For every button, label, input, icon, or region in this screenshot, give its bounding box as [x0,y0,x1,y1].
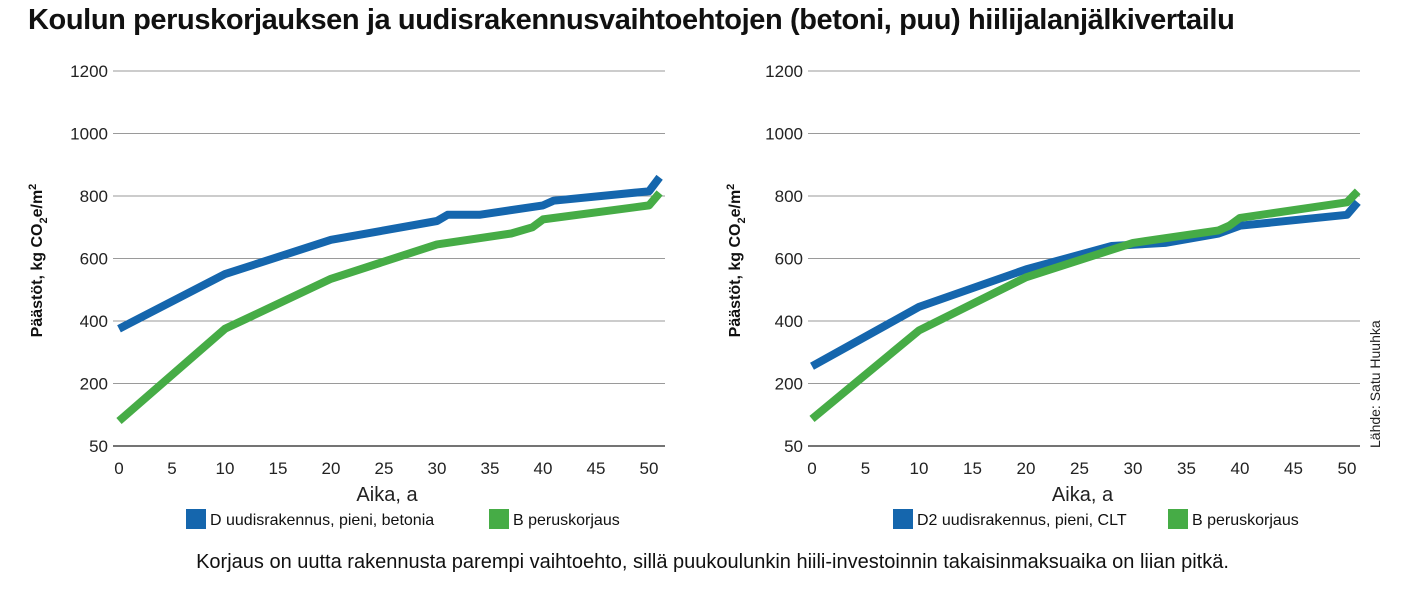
x-tick-label: 25 [1070,459,1089,478]
x-tick-label: 20 [322,459,341,478]
x-tick-label: 50 [640,459,659,478]
x-tick-label: 50 [1338,459,1357,478]
y-tick-label: 800 [80,187,108,206]
y-axis-title: Päästöt, kg CO2e/m2 [725,184,748,338]
right-chart: 50 200 400 600 800 1000 1200 0 5 10 15 20 25 30 35 40 45… [725,62,1361,529]
source-note: Lähde: Satu Huuhka [1367,320,1383,448]
x-tick-label: 20 [1017,459,1036,478]
x-tick-label: 15 [269,459,288,478]
legend-swatch [893,509,913,529]
x-axis-title: Aika, a [1052,484,1114,506]
y-tick-label: 1000 [70,125,108,144]
series-line-blue [117,174,663,333]
y-tick-label: 400 [80,312,108,331]
caption: Korjaus on uutta rakennusta parempi vaih… [196,551,1229,573]
y-tick-label: 1200 [765,62,803,81]
x-tick-label: 5 [861,459,870,478]
y-tick-label: 1200 [70,62,108,81]
x-tick-label: 0 [807,459,816,478]
y-tick-label: 200 [775,375,803,394]
y-tick-label: 600 [775,250,803,269]
legend-swatch [489,509,509,529]
legend-swatch [1168,509,1188,529]
x-tick-label: 40 [1231,459,1250,478]
y-tick-label: 800 [775,187,803,206]
y-axis-title: Päästöt, kg CO2e/m2 [27,184,50,338]
y-tick-label: 50 [89,437,108,456]
series-line-green [116,190,663,425]
x-tick-label: 25 [375,459,394,478]
series-line-green [809,188,1361,422]
x-tick-label: 35 [481,459,500,478]
y-tick-label: 200 [80,375,108,394]
x-axis-title: Aika, a [356,484,418,506]
y-tick-label: 1000 [765,125,803,144]
left-chart: 50 200 400 600 800 1000 1200 0 5 10 15 20 25 30 35 40 45… [27,62,665,529]
x-tick-label: 35 [1177,459,1196,478]
x-tick-label: 45 [1284,459,1303,478]
x-tick-label: 10 [216,459,235,478]
x-tick-label: 0 [114,459,123,478]
legend-label: D2 uudisrakennus, pieni, CLT [917,512,1127,529]
legend-swatch [186,509,206,529]
y-tick-label: 50 [784,437,803,456]
x-tick-label: 45 [587,459,606,478]
x-tick-label: 15 [963,459,982,478]
x-tick-label: 10 [910,459,929,478]
legend-label: D uudisrakennus, pieni, betonia [210,512,434,529]
main-title: Koulun peruskorjauksen ja uudisrakennusv… [28,4,1235,36]
x-tick-label: 5 [167,459,176,478]
y-tick-label: 600 [80,250,108,269]
y-tick-label: 400 [775,312,803,331]
legend-label: B peruskorjaus [1192,512,1299,529]
x-tick-label: 40 [534,459,553,478]
series-line-blue [810,199,1361,370]
legend-label: B peruskorjaus [513,512,620,529]
x-tick-label: 30 [1124,459,1143,478]
x-tick-label: 30 [428,459,447,478]
